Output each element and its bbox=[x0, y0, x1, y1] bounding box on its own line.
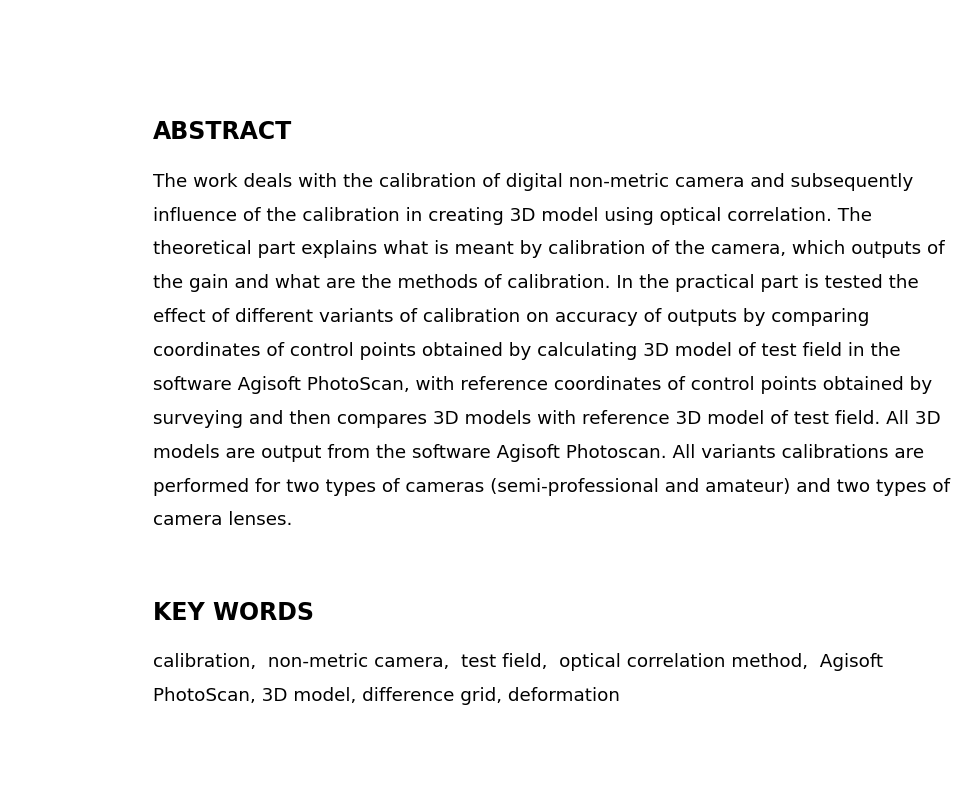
Text: influence of the calibration in creating 3D model using optical correlation. The: influence of the calibration in creating… bbox=[153, 206, 872, 224]
Text: calibration,  non‑metric camera,  test field,  optical correlation method,  Agis: calibration, non‑metric camera, test fie… bbox=[153, 654, 882, 671]
Text: performed for two types of cameras (semi‑professional and amateur) and two types: performed for two types of cameras (semi… bbox=[153, 478, 949, 496]
Text: surveying and then compares 3D models with reference 3D model of test field. All: surveying and then compares 3D models wi… bbox=[153, 410, 940, 427]
Text: effect of different variants of calibration on accuracy of outputs by comparing: effect of different variants of calibrat… bbox=[153, 308, 869, 326]
Text: coordinates of control points obtained by calculating 3D model of test field in : coordinates of control points obtained b… bbox=[153, 342, 900, 360]
Text: theoretical part explains what is meant by calibration of the camera, which outp: theoretical part explains what is meant … bbox=[153, 240, 945, 259]
Text: camera lenses.: camera lenses. bbox=[153, 512, 292, 529]
Text: The work deals with the calibration of digital non‑metric camera and subsequentl: The work deals with the calibration of d… bbox=[153, 173, 913, 191]
Text: PhotoScan, 3D model, difference grid, deformation: PhotoScan, 3D model, difference grid, de… bbox=[153, 687, 619, 705]
Text: models are output from the software Agisoft Photoscan. All variants calibrations: models are output from the software Agis… bbox=[153, 443, 924, 462]
Text: software Agisoft PhotoScan, with reference coordinates of control points obtaine: software Agisoft PhotoScan, with referen… bbox=[153, 376, 931, 394]
Text: the gain and what are the methods of calibration. In the practical part is teste: the gain and what are the methods of cal… bbox=[153, 275, 919, 292]
Text: ABSTRACT: ABSTRACT bbox=[153, 120, 292, 144]
Text: KEY WORDS: KEY WORDS bbox=[153, 601, 314, 625]
